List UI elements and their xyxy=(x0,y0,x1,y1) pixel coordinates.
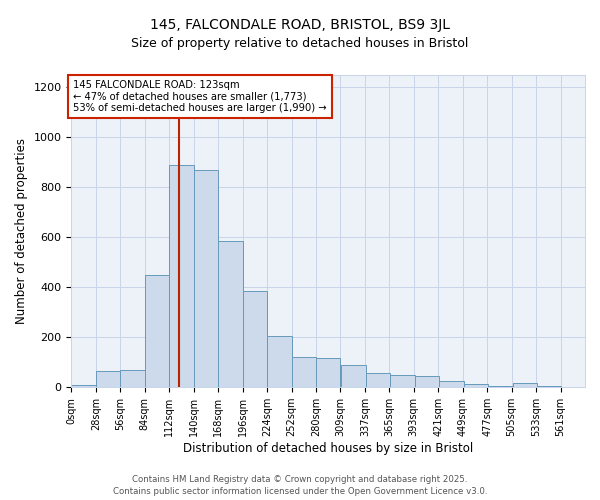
Bar xyxy=(267,336,292,387)
Text: Contains public sector information licensed under the Open Government Licence v3: Contains public sector information licen… xyxy=(113,487,487,496)
Bar xyxy=(121,370,145,387)
Bar xyxy=(512,384,537,387)
Bar xyxy=(415,376,439,387)
Bar xyxy=(71,384,96,387)
Text: 145 FALCONDALE ROAD: 123sqm
← 47% of detached houses are smaller (1,773)
53% of : 145 FALCONDALE ROAD: 123sqm ← 47% of det… xyxy=(73,80,327,113)
Bar xyxy=(366,374,390,387)
Bar xyxy=(316,358,340,387)
Bar xyxy=(292,357,316,387)
Text: Size of property relative to detached houses in Bristol: Size of property relative to detached ho… xyxy=(131,38,469,51)
Bar xyxy=(242,291,267,387)
X-axis label: Distribution of detached houses by size in Bristol: Distribution of detached houses by size … xyxy=(183,442,473,455)
Bar xyxy=(537,386,562,387)
Bar xyxy=(439,381,464,387)
Y-axis label: Number of detached properties: Number of detached properties xyxy=(15,138,28,324)
Bar xyxy=(96,371,121,387)
Bar xyxy=(218,241,242,387)
Bar xyxy=(488,386,512,387)
Text: Contains HM Land Registry data © Crown copyright and database right 2025.: Contains HM Land Registry data © Crown c… xyxy=(132,475,468,484)
Bar xyxy=(341,364,366,387)
Bar xyxy=(464,384,488,387)
Text: 145, FALCONDALE ROAD, BRISTOL, BS9 3JL: 145, FALCONDALE ROAD, BRISTOL, BS9 3JL xyxy=(150,18,450,32)
Bar xyxy=(194,170,218,387)
Bar xyxy=(390,374,415,387)
Bar xyxy=(145,275,169,387)
Bar xyxy=(169,165,194,387)
